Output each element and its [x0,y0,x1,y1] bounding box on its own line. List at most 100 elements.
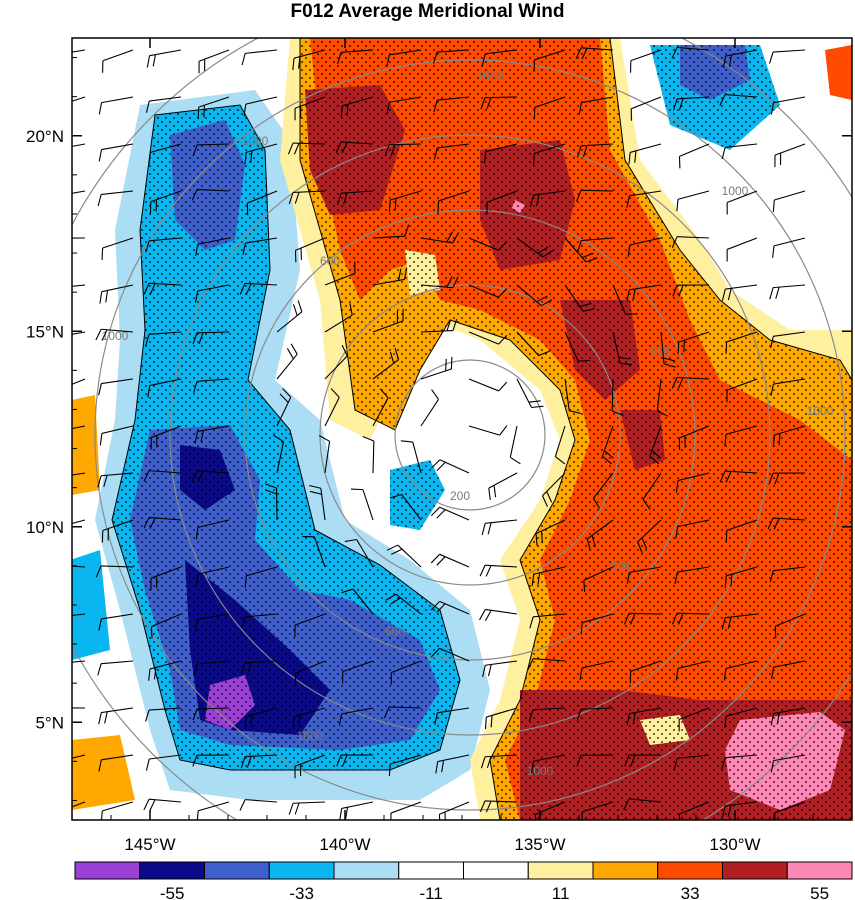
wind-barb-flag [279,393,289,403]
wind-barb-flag [192,144,198,157]
range-ring-label: 600 [650,344,670,358]
range-ring [244,209,696,661]
wind-barb-shaft [420,330,453,333]
wind-barb-shaft [420,398,440,427]
wind-barb-shaft [245,282,278,286]
wind-barb-flag [146,55,151,68]
wind-barb-shaft [677,566,710,573]
wind-barb-flag [431,389,440,400]
stipple-area [390,460,445,530]
wind-barb-flag [98,759,102,772]
wind-barb-flag [194,290,199,303]
wind-barb-shaft [101,472,134,477]
wind-barb-shaft [533,190,566,196]
contour-line [609,38,852,381]
wind-barb-flag [250,714,253,728]
wind-barb-shaft [581,660,614,669]
wind-barb-shaft [564,237,587,263]
wind-barb-shaft [401,494,422,521]
wind-barb-flag [389,351,395,364]
wind-barb-shaft [628,612,662,615]
wind-barb-flag [435,761,439,774]
wind-barb-flag [98,618,102,631]
wind-barb-shaft [197,188,230,192]
wind-barb-shaft [677,96,710,100]
wind-barb-shaft [439,647,470,662]
wind-barb-shaft [629,143,662,153]
wind-barb-flag [194,431,199,444]
wind-barb-shaft [533,754,566,762]
wind-barb-shaft [629,190,662,197]
wind-barb-flag [98,383,102,396]
wind-barb-flag [578,359,591,362]
wind-barb-flag [532,153,535,166]
wind-barb-flag [430,506,441,517]
wind-barb-shaft [583,566,614,581]
wind-barb-shaft [485,519,518,524]
colorbar-label: 55 [810,884,829,900]
wind-barb-shaft [581,96,614,104]
wind-barb-shaft [390,660,422,674]
wind-barb-shaft [149,470,182,474]
wind-barb-flag [657,410,669,417]
wind-barb-flag [721,288,726,301]
wind-barb-shaft [197,237,230,245]
wind-barb-flag [287,142,294,155]
colorbar-box [74,861,141,880]
wind-barb-flag [776,712,780,725]
wind-barb-flag [493,485,497,498]
wind-barb-flag [391,548,403,555]
colorbar-box [204,861,270,880]
wind-barb-shaft [100,565,134,568]
wind-barb-shaft [246,566,278,577]
wind-barb-shaft [773,96,806,104]
wind-barb-shaft [534,96,566,108]
wind-barb-flag [192,332,198,345]
wind-barb-shaft [468,331,499,345]
wind-barb-shaft [389,49,422,56]
wind-barb-flag [103,475,108,487]
colorbar-box [786,861,853,880]
wind-barb-flag [618,356,631,360]
wind-barb-shaft [535,519,566,535]
wind-barb-shaft [390,801,422,814]
wind-barb-flag [436,603,446,613]
wind-barb-flag [346,104,349,117]
wind-barb-shaft [773,517,806,521]
wind-barb-shaft [629,798,662,803]
wind-barb-shaft [389,96,422,103]
wind-barb-flag [434,712,438,725]
wind-barb-flag [298,714,301,727]
wind-barb-flag [769,51,774,64]
colorbar-box [139,861,205,880]
wind-barb-shaft [516,237,544,258]
wind-barb-shaft [420,368,452,380]
wind-barb-flag [675,526,679,539]
wind-barb-flag [54,107,55,119]
wind-barb-shaft [534,143,566,154]
wind-barb-shaft [72,613,86,616]
wind-barb-flag [772,434,775,447]
wind-barb-flag [240,756,246,769]
wind-barb-flag [350,488,363,491]
wind-barb-flag [343,192,348,205]
wind-barb-flag [152,54,156,67]
wind-barb-shaft [362,489,374,521]
wind-barb-shaft [395,593,422,615]
wind-barb-flag [637,541,643,554]
wind-barb-shaft [102,237,134,249]
wind-barb-flag [604,450,614,459]
wind-barb-shaft [629,566,662,573]
wind-barb-shaft [150,425,182,439]
wind-barb-flag [344,538,357,543]
wind-barb-flag [48,565,53,576]
wind-barb-flag [51,196,53,208]
wind-barb-flag [771,667,775,680]
wind-barb-flag [531,574,535,587]
wind-barb-shaft [72,331,86,335]
stipple-area [650,45,780,150]
wind-barb-shaft [295,237,326,251]
wind-barb-shaft [420,284,453,289]
stipple-area [112,105,460,770]
wind-barb-shaft [725,93,758,98]
